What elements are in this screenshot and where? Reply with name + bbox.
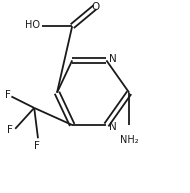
Text: HO: HO	[25, 20, 40, 30]
Text: N: N	[109, 122, 117, 132]
Text: O: O	[91, 2, 99, 12]
Text: F: F	[34, 141, 40, 151]
Text: NH₂: NH₂	[120, 135, 139, 146]
Text: N: N	[109, 54, 117, 64]
Text: F: F	[7, 125, 13, 135]
Text: F: F	[5, 90, 10, 100]
